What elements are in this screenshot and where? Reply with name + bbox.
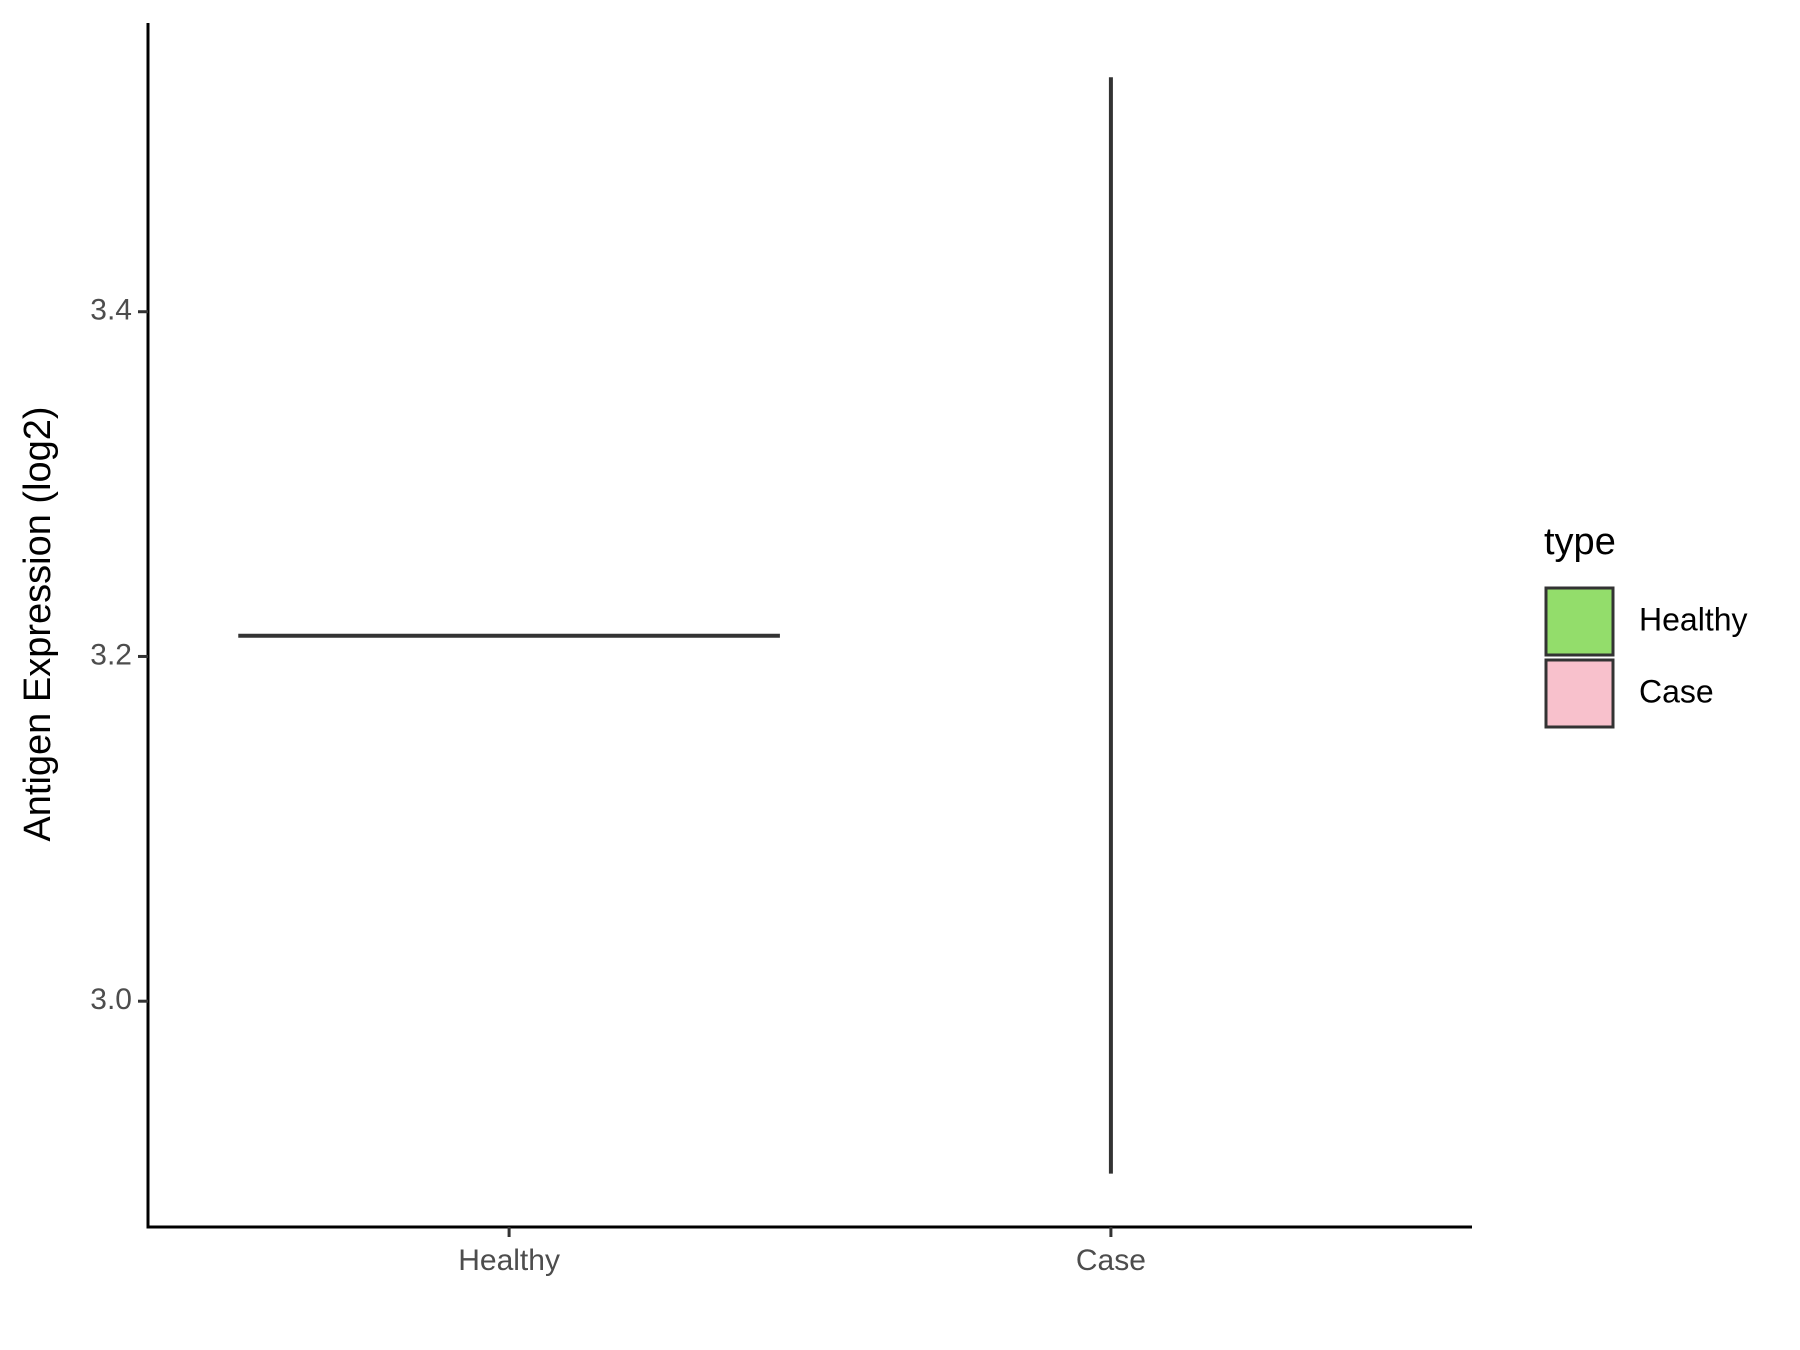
legend-label: Healthy [1639,601,1748,637]
y-axis-title: Antigen Expression (log2) [17,406,59,841]
legend-label: Case [1639,673,1714,709]
x-tick-label: Healthy [458,1244,560,1277]
y-tick-label: 3.4 [90,294,132,327]
legend-key [1544,658,1615,729]
y-tick-label: 3.2 [90,638,132,671]
legend-key [1544,586,1615,657]
x-tick-label: Case [1076,1244,1146,1277]
legend-title: type [1544,521,1616,563]
y-tick-label: 3.0 [90,983,132,1016]
